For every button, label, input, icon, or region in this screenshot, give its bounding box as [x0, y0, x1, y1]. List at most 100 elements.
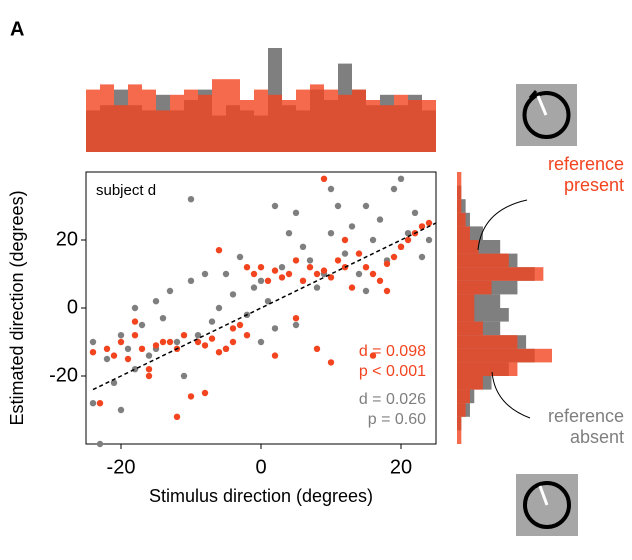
- right-histogram-bar: [457, 376, 483, 390]
- data-point: [418, 253, 426, 261]
- data-point: [243, 332, 251, 339]
- data-point: [215, 349, 223, 356]
- top-histogram-bar: [240, 100, 254, 152]
- data-point: [187, 196, 195, 203]
- top-histogram-bar: [324, 89, 338, 152]
- data-point: [278, 264, 286, 271]
- top-histogram-bar: [128, 84, 142, 152]
- top-histogram-bar: [366, 100, 380, 152]
- dial-icon: [516, 474, 578, 536]
- data-point: [187, 277, 195, 284]
- right-histogram-bar: [457, 416, 462, 431]
- data-point: [383, 260, 391, 267]
- data-point: [313, 284, 321, 291]
- data-point: [173, 413, 181, 420]
- right-histogram-bar: [457, 172, 462, 186]
- right-histogram-bar: [457, 348, 552, 363]
- data-point: [404, 230, 412, 237]
- data-point: [236, 253, 244, 261]
- data-point: [327, 185, 335, 193]
- data-point: [327, 274, 335, 281]
- data-point: [229, 291, 237, 298]
- data-point: [390, 185, 398, 193]
- right-histogram-bar: [457, 294, 475, 308]
- data-point: [145, 366, 153, 373]
- data-point: [89, 400, 97, 407]
- top-histogram-bar: [226, 79, 240, 152]
- data-point: [166, 287, 174, 295]
- data-point: [334, 257, 342, 264]
- data-point: [131, 366, 139, 373]
- right-histogram-bar: [457, 430, 462, 444]
- legend-label: reference absent: [547, 406, 624, 447]
- data-point: [201, 389, 209, 397]
- stat-annotation: p = 0.60: [368, 411, 426, 428]
- data-point: [124, 345, 132, 352]
- y-tick-label: 0: [67, 296, 78, 318]
- data-point: [145, 372, 153, 380]
- data-point: [201, 270, 209, 278]
- data-point: [187, 393, 195, 400]
- data-point: [425, 236, 433, 244]
- top-histogram-bar: [156, 110, 170, 152]
- data-point: [264, 298, 272, 305]
- connector: [491, 371, 531, 419]
- data-point: [159, 315, 167, 322]
- right-histogram-bar: [457, 212, 466, 227]
- data-point: [131, 332, 139, 339]
- data-point: [334, 202, 342, 210]
- data-point: [229, 325, 237, 332]
- data-point: [117, 338, 125, 346]
- data-point: [131, 304, 139, 312]
- top-histogram-bar: [198, 94, 212, 152]
- data-point: [257, 264, 265, 271]
- data-point: [145, 352, 153, 359]
- data-point: [138, 345, 146, 352]
- x-tick-label: 0: [255, 456, 266, 478]
- data-point: [320, 175, 328, 182]
- data-point: [96, 400, 104, 407]
- data-point: [348, 223, 356, 230]
- x-tick-label: -20: [107, 456, 136, 478]
- data-point: [131, 318, 139, 325]
- top-histogram-bar: [310, 84, 324, 152]
- legend-label: reference present: [547, 154, 624, 195]
- data-point: [173, 338, 181, 346]
- data-point: [404, 236, 412, 244]
- data-point: [89, 349, 97, 356]
- data-point: [264, 277, 272, 284]
- data-point: [110, 352, 118, 359]
- data-point: [390, 253, 398, 261]
- top-histogram-bar: [394, 94, 408, 152]
- right-histogram-bar: [457, 280, 492, 295]
- data-point: [306, 264, 314, 271]
- top-histogram-bar: [184, 89, 198, 152]
- top-histogram-bar: [254, 89, 268, 152]
- data-point: [376, 216, 384, 223]
- data-point: [271, 325, 279, 332]
- right-histogram-bar: [457, 253, 509, 268]
- data-point: [327, 230, 335, 237]
- data-point: [96, 440, 104, 448]
- data-point: [117, 406, 125, 414]
- stat-annotation: d = 0.026: [359, 391, 426, 408]
- top-histogram-bar: [408, 100, 422, 152]
- data-point: [236, 321, 244, 329]
- top-histogram-bar: [268, 94, 282, 152]
- data-point: [383, 287, 391, 295]
- data-point: [418, 223, 426, 230]
- data-point: [285, 270, 293, 278]
- top-histogram-bar: [170, 94, 184, 152]
- stat-annotation: d = 0.098: [359, 343, 426, 360]
- data-point: [208, 335, 216, 342]
- data-point: [285, 230, 293, 237]
- stat-annotation: p < 0.001: [359, 363, 426, 380]
- data-point: [292, 315, 300, 322]
- top-histogram-bar: [380, 105, 394, 152]
- data-point: [369, 352, 377, 359]
- top-histogram-bar: [212, 79, 226, 152]
- data-point: [222, 345, 230, 352]
- data-point: [425, 219, 433, 227]
- right-histogram-bar: [457, 199, 462, 213]
